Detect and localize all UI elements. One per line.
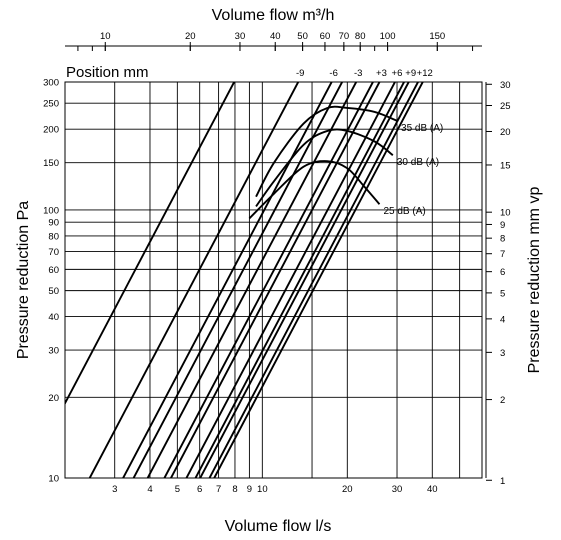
position-line bbox=[122, 82, 333, 478]
chart-labels: Volume flow m³/h Volume flow l/s Pressur… bbox=[15, 7, 543, 535]
right-tick-label: 15 bbox=[500, 160, 511, 171]
left-tick-label: 200 bbox=[43, 125, 59, 136]
position-label: -9 bbox=[296, 68, 304, 79]
left-tick-label: 20 bbox=[48, 393, 59, 404]
position-line bbox=[185, 82, 396, 478]
bottom-tick-label: 40 bbox=[427, 484, 438, 495]
right-tick-label: 3 bbox=[500, 348, 505, 359]
position-line bbox=[213, 82, 424, 478]
left-axis-title: Pressure reduction Pa bbox=[15, 201, 32, 359]
right-tick-label: 7 bbox=[500, 249, 505, 260]
top-axis-title: Volume flow m³/h bbox=[212, 7, 335, 24]
left-tick-label: 10 bbox=[48, 474, 59, 485]
bottom-axis-title: Volume flow l/s bbox=[225, 518, 332, 535]
bottom-tick-label: 5 bbox=[175, 484, 180, 495]
top-tick-label: 40 bbox=[270, 31, 281, 42]
position-line bbox=[132, 82, 343, 478]
right-tick-label: 8 bbox=[500, 234, 505, 245]
position-line bbox=[65, 82, 235, 406]
position-line bbox=[163, 82, 374, 478]
position-line bbox=[199, 82, 410, 478]
bottom-tick-label: 10 bbox=[257, 484, 268, 495]
right-axis-title: Pressure reduction mm vp bbox=[526, 187, 543, 374]
right-tick-label: 4 bbox=[500, 314, 505, 325]
left-tick-label: 150 bbox=[43, 158, 59, 169]
right-tick-label: 20 bbox=[500, 127, 511, 138]
top-tick-label: 30 bbox=[235, 31, 246, 42]
left-tick-label: 50 bbox=[48, 286, 59, 297]
position-label: +6 bbox=[392, 68, 403, 79]
position-line bbox=[194, 82, 405, 478]
left-tick-label: 60 bbox=[48, 265, 59, 276]
sound-curve-label: 30 dB (A) bbox=[397, 157, 439, 168]
position-line bbox=[146, 82, 358, 478]
bottom-tick-label: 3 bbox=[112, 484, 117, 495]
bottom-tick-label: 20 bbox=[342, 484, 353, 495]
right-tick-label: 30 bbox=[500, 80, 511, 91]
sound-curve bbox=[255, 128, 394, 208]
top-tick-label: 20 bbox=[185, 31, 196, 42]
left-tick-label: 40 bbox=[48, 312, 59, 323]
left-tick-label: 30 bbox=[48, 346, 59, 357]
top-tick-label: 10 bbox=[100, 31, 111, 42]
position-line bbox=[170, 82, 381, 478]
left-tick-label: 300 bbox=[43, 78, 59, 89]
bottom-tick-label: 9 bbox=[247, 484, 252, 495]
left-tick-label: 100 bbox=[43, 205, 59, 216]
left-tick-label: 80 bbox=[48, 231, 59, 242]
left-tick-label: 90 bbox=[48, 218, 59, 229]
position-label: +3 bbox=[376, 68, 387, 79]
sound-curves: 35 dB (A) 30 dB (A) 25 dB (A) bbox=[248, 105, 443, 220]
sound-curve bbox=[248, 160, 381, 220]
left-tick-label: 70 bbox=[48, 247, 59, 258]
top-tick-label: 150 bbox=[429, 31, 445, 42]
position-label: +12 bbox=[417, 68, 433, 79]
position-label: +9 bbox=[405, 68, 416, 79]
right-tick-label: 5 bbox=[500, 288, 505, 299]
top-tick-label: 70 bbox=[339, 31, 350, 42]
position-title: Position mm bbox=[66, 64, 149, 81]
right-tick-label: 6 bbox=[500, 267, 505, 278]
top-tick-label: 100 bbox=[380, 31, 396, 42]
top-tick-label: 50 bbox=[297, 31, 308, 42]
left-tick-label: 250 bbox=[43, 99, 59, 110]
axes: 3 4 5 6 7 8 9 10 20 30 401020304050607080901001502… bbox=[43, 31, 510, 495]
sound-curve-label: 25 dB (A) bbox=[383, 206, 425, 217]
position-label: -6 bbox=[329, 68, 337, 79]
plot-frame bbox=[64, 81, 483, 479]
top-tick-label: 60 bbox=[320, 31, 331, 42]
sound-curve-label: 35 dB (A) bbox=[401, 123, 443, 134]
bottom-tick-label: 4 bbox=[147, 484, 152, 495]
right-tick-label: 10 bbox=[500, 208, 511, 219]
right-tick-label: 1 bbox=[500, 476, 505, 487]
right-tick-label: 2 bbox=[500, 395, 505, 406]
top-tick-label: 80 bbox=[355, 31, 366, 42]
bottom-tick-label: 8 bbox=[232, 484, 237, 495]
right-tick-label: 9 bbox=[500, 220, 505, 231]
position-label: -3 bbox=[354, 68, 362, 79]
bottom-tick-label: 6 bbox=[197, 484, 202, 495]
right-tick-label: 25 bbox=[500, 101, 511, 112]
bottom-tick-label: 30 bbox=[392, 484, 403, 495]
sound-curve bbox=[255, 105, 398, 198]
position-line bbox=[88, 82, 300, 478]
bottom-tick-label: 7 bbox=[216, 484, 221, 495]
